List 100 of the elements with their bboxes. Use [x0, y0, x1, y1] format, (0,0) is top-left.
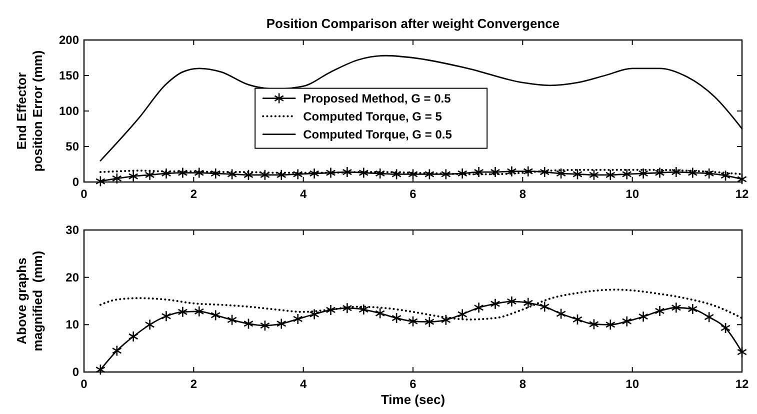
point [440, 168, 451, 180]
point [326, 167, 336, 178]
point [540, 166, 550, 178]
point [474, 302, 484, 314]
point [392, 168, 402, 180]
point [490, 298, 500, 310]
point [671, 302, 682, 314]
y-axis-title: Above graphs magnified (mm) [14, 250, 45, 352]
point [194, 167, 204, 178]
point [424, 316, 434, 328]
point [244, 169, 254, 181]
y-tick-label: 50 [66, 140, 80, 154]
point [210, 168, 221, 180]
point [440, 314, 451, 326]
point [210, 310, 221, 321]
point [737, 174, 747, 185]
y-tick-label: 0 [72, 365, 80, 379]
point [392, 312, 402, 324]
point [194, 306, 204, 318]
point [144, 319, 155, 330]
point [342, 302, 352, 314]
point [523, 166, 534, 177]
y-tick-label: 30 [66, 223, 80, 237]
x-tick-label: 10 [626, 187, 640, 201]
point [638, 310, 648, 322]
x-tick-label: 6 [410, 187, 417, 201]
x-tick-label: 8 [519, 187, 526, 201]
point [178, 167, 188, 178]
point [720, 322, 731, 334]
point [424, 168, 434, 180]
point [342, 166, 352, 178]
x-axis-title: Time (sec) [380, 392, 446, 407]
point [671, 166, 682, 178]
point [457, 168, 468, 180]
point [309, 308, 320, 320]
point [408, 316, 418, 328]
y-axis-title: End Effector position Error (mm) [14, 50, 45, 172]
point [704, 311, 714, 323]
point [588, 169, 599, 181]
point [408, 168, 418, 180]
point [260, 169, 270, 181]
point [638, 168, 648, 180]
point [654, 305, 665, 317]
point [572, 168, 582, 180]
point [244, 318, 254, 330]
x-tick-label: 4 [300, 187, 307, 201]
point [490, 166, 500, 178]
x-tick-label: 12 [735, 187, 749, 201]
x-tick-label: 12 [735, 377, 749, 391]
point [276, 318, 286, 330]
point [161, 168, 172, 180]
x-tick-label: 6 [410, 377, 417, 391]
point [161, 310, 172, 322]
point [556, 168, 566, 180]
point [227, 168, 238, 180]
point [292, 168, 303, 180]
point [572, 314, 582, 326]
point [605, 319, 616, 330]
chart-title: Position Comparison after weight Convergence [266, 16, 560, 31]
x-tick-label: 2 [190, 377, 198, 391]
point [276, 169, 286, 181]
point [457, 308, 468, 320]
point [704, 168, 714, 180]
point [144, 169, 155, 181]
point [128, 330, 138, 342]
point [737, 346, 747, 358]
point [474, 166, 484, 178]
point [375, 168, 386, 180]
point [540, 301, 550, 312]
x-tick-label: 0 [80, 187, 88, 201]
point [375, 308, 386, 319]
point [112, 172, 122, 184]
point [720, 170, 731, 182]
point [128, 170, 138, 182]
legend-label: Computed Torque, G = 0.5 [303, 127, 452, 142]
x-tick-label: 10 [626, 377, 640, 391]
point [622, 168, 632, 180]
point [358, 304, 369, 316]
legend-label: Proposed Method, G = 0.5 [303, 91, 452, 106]
y-tick-label: 200 [58, 33, 80, 47]
point [506, 296, 517, 308]
y-tick-label: 150 [58, 68, 80, 82]
y-tick-label: 100 [58, 104, 80, 118]
y-tick-label: 10 [66, 318, 80, 332]
point [622, 316, 632, 328]
point [506, 166, 517, 177]
point [588, 318, 599, 330]
y-tick-label: 0 [72, 175, 80, 189]
x-tick-label: 4 [300, 377, 307, 391]
point [112, 345, 122, 356]
point [95, 176, 106, 187]
point [605, 169, 616, 181]
point [227, 314, 238, 326]
point [309, 168, 320, 180]
point [556, 308, 566, 320]
point [95, 364, 106, 376]
point [688, 303, 698, 315]
point [358, 167, 369, 178]
x-tick-label: 2 [190, 187, 198, 201]
legend-label: Computed Torque, G = 5 [303, 109, 442, 124]
